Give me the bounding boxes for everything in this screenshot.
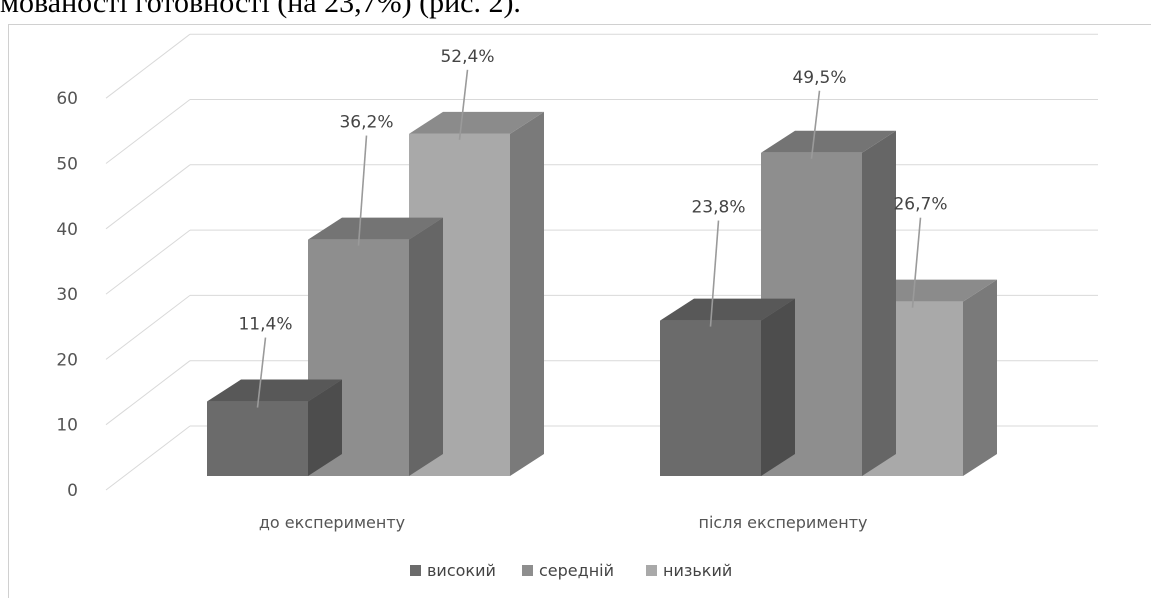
y-tick-label: 30 xyxy=(56,285,78,305)
svg-text:низький: низький xyxy=(663,561,732,580)
x-axis-categories: до експерименту після експерименту xyxy=(259,513,868,532)
y-axis-ticks: 0 10 20 30 40 50 60 xyxy=(56,89,78,501)
svg-text:36,2%: 36,2% xyxy=(339,113,393,133)
grid-line xyxy=(105,33,1098,99)
data-label: 23,8% xyxy=(691,198,746,327)
grid-line xyxy=(105,99,1098,164)
bars xyxy=(207,111,997,476)
svg-text:23,8%: 23,8% xyxy=(691,198,745,218)
data-label: 26,7% xyxy=(893,195,948,308)
svg-text:49,5%: 49,5% xyxy=(792,68,846,88)
svg-text:високий: високий xyxy=(427,561,496,580)
svg-text:11,4%: 11,4% xyxy=(238,315,292,335)
grid-line xyxy=(105,164,1098,230)
y-tick-label: 20 xyxy=(56,350,78,370)
y-tick-label: 10 xyxy=(56,416,78,436)
svg-text:середній: середній xyxy=(539,561,614,580)
y-tick-label: 40 xyxy=(56,220,78,240)
svg-text:52,4%: 52,4% xyxy=(440,47,494,67)
data-label: 36,2% xyxy=(339,113,394,246)
legend-item-високий: високий xyxy=(410,561,496,580)
legend-item-низький: низький xyxy=(646,561,732,580)
data-labels: 11,4% 36,2% 52,4% 23,8% 49,5% 26,7% xyxy=(238,47,948,408)
bar-високий xyxy=(660,298,795,476)
data-label: 49,5% xyxy=(792,68,847,159)
chart-frame xyxy=(8,24,1151,598)
legend-item-середній: середній xyxy=(522,561,614,580)
legend: високий середній низький xyxy=(410,561,732,580)
document-text-line: мованості готовності (на 23,7%) (рис. 2)… xyxy=(0,0,521,19)
bar-високий xyxy=(207,379,342,476)
x-category-label: після експерименту xyxy=(699,513,868,532)
data-label: 52,4% xyxy=(440,47,495,140)
y-tick-label: 50 xyxy=(56,155,78,175)
y-tick-label: 60 xyxy=(56,89,78,109)
y-tick-label: 0 xyxy=(67,481,78,501)
svg-text:26,7%: 26,7% xyxy=(893,195,947,215)
x-category-label: до експерименту xyxy=(259,513,405,532)
data-label: 11,4% xyxy=(238,315,293,408)
